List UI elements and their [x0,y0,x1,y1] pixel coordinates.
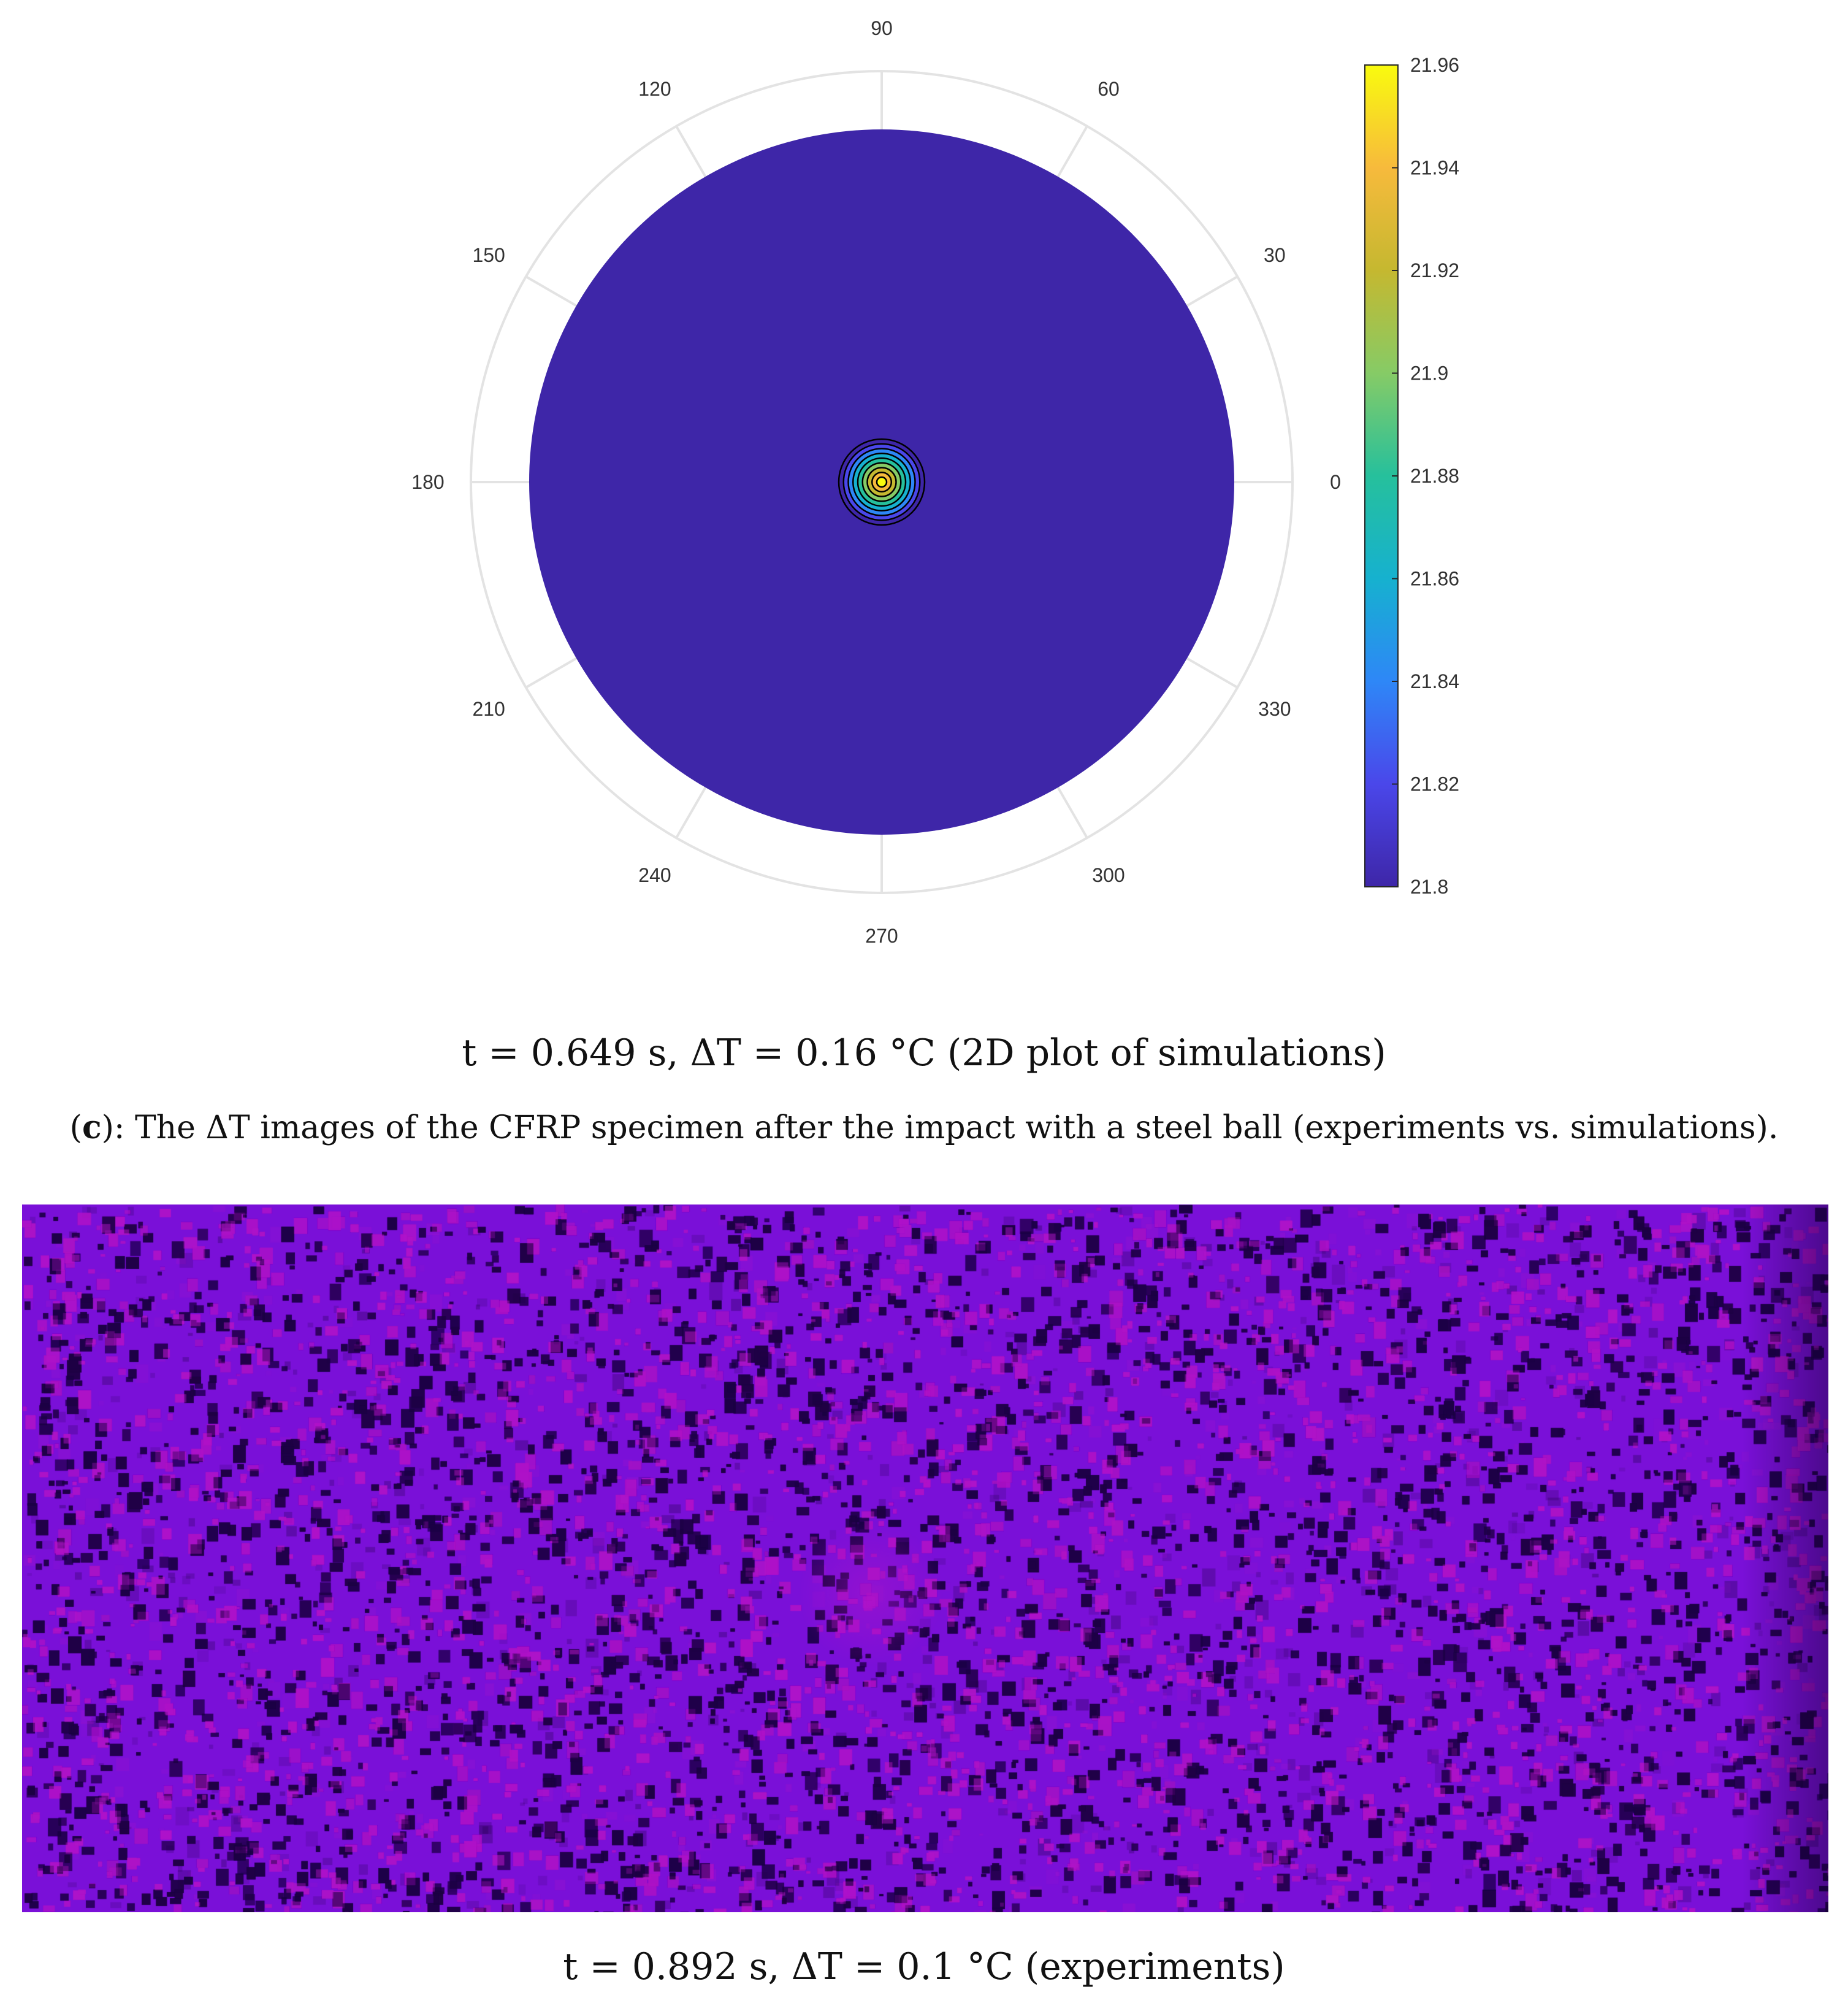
colorbar-tick-label-21.86: 21.86 [1410,568,1459,590]
colorbar-tick-label-21.96: 21.96 [1410,54,1459,76]
angle-label-240: 240 [638,864,671,886]
contour-level-21.96 [876,476,888,488]
angle-label-30: 30 [1264,244,1286,266]
hotspot-contours [838,438,926,526]
thermal-image-canvas [22,1204,1828,1912]
angle-tick-labels: 0 30 60 90 120 150 180 210 240 270 300 330 [411,17,1341,947]
colorbar-tick-label-21.84: 21.84 [1410,670,1459,692]
angle-label-60: 60 [1098,78,1120,100]
colorbar-tick-label-21.94: 21.94 [1410,157,1459,179]
colorbar-tick-label-21.82: 21.82 [1410,773,1459,795]
angle-label-180: 180 [411,471,444,493]
figure-caption: (c): The ΔT images of the CFRP specimen … [69,1109,1779,1146]
simulation-caption: t = 0.649 s, ΔT = 0.16 °C (2D plot of si… [462,1032,1386,1074]
experiment-caption: t = 0.892 s, ΔT = 0.1 °C (experiments) [563,1945,1285,1988]
angle-label-150: 150 [472,244,505,266]
colorbar: 21.8 21.82 21.84 21.86 21.88 21.9 21.92 21.94 21… [1364,54,1459,898]
angle-label-90: 90 [871,17,893,39]
experimental-thermal-image [22,1204,1828,1912]
colorbar-ticks: 21.8 21.82 21.84 21.86 21.88 21.9 21.92 21.94 21… [1392,54,1459,898]
angle-label-300: 300 [1092,864,1124,886]
figure-caption-text: ): The ΔT images of the CFRP specimen af… [101,1109,1779,1146]
figure-label: c [82,1109,102,1146]
angle-label-120: 120 [638,78,671,100]
colorbar-tick-label-21.9: 21.9 [1410,362,1448,385]
colorbar-tick-label-21.92: 21.92 [1410,259,1459,281]
colorbar-tick-label-21.8: 21.8 [1410,876,1448,898]
angle-label-330: 330 [1258,698,1291,720]
colorbar-tick-label-21.88: 21.88 [1410,465,1459,487]
angle-label-270: 270 [865,925,898,947]
angle-label-0: 0 [1330,471,1341,493]
angle-label-210: 210 [472,698,505,720]
